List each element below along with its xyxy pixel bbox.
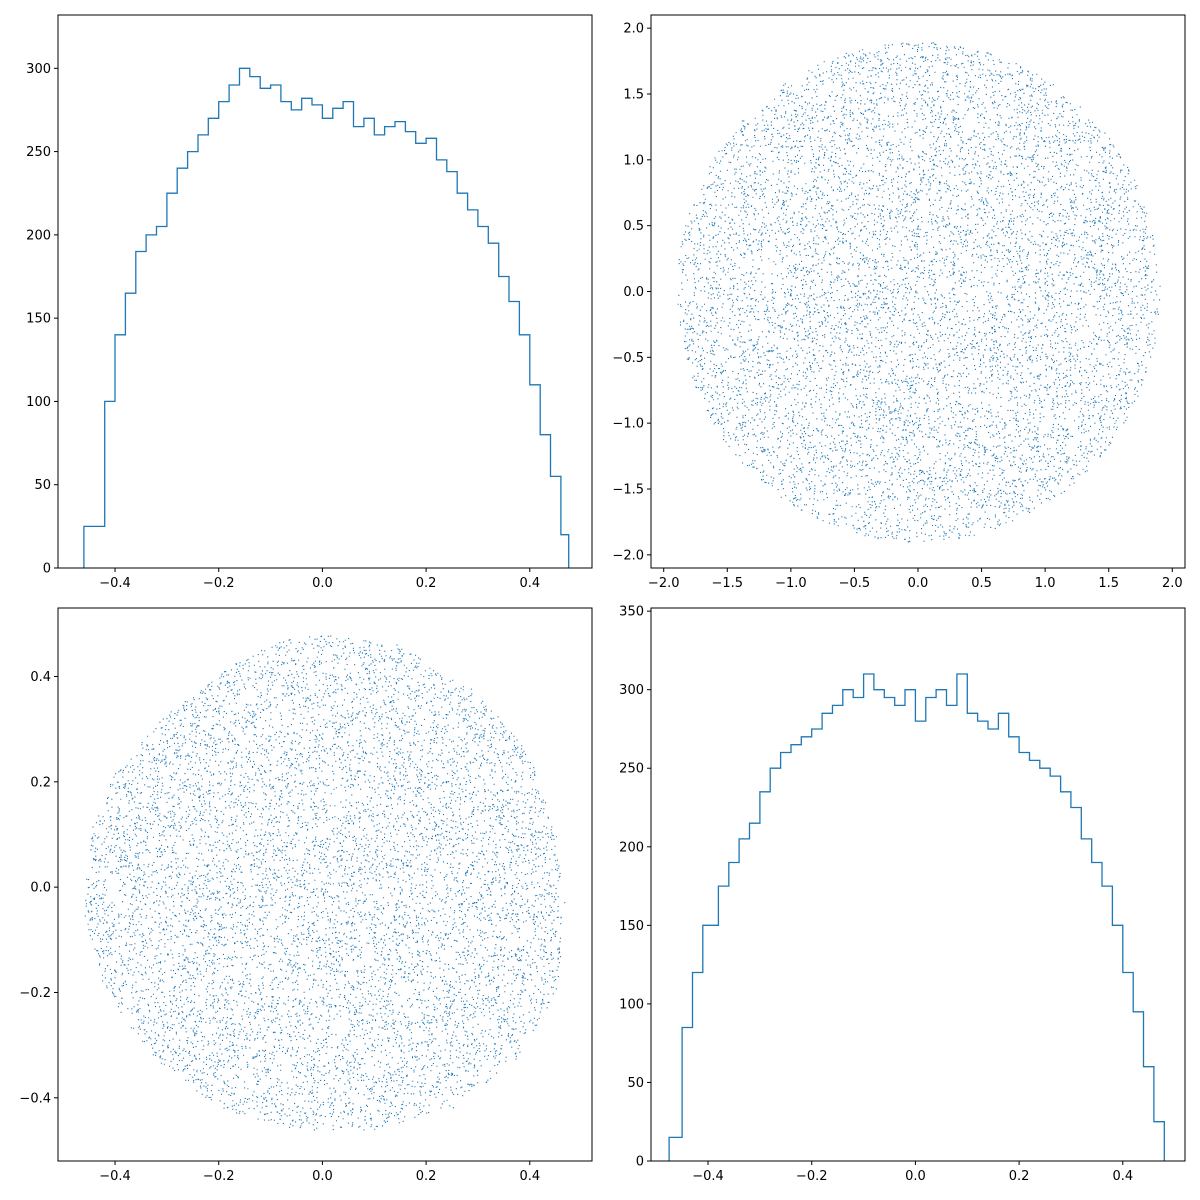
y-tick-label: 0 bbox=[43, 562, 51, 577]
y-tick-label: 200 bbox=[26, 228, 51, 243]
x-tick-label: −1.0 bbox=[775, 576, 807, 591]
y-tick-label: 150 bbox=[619, 919, 644, 934]
y-tick-label: 0.0 bbox=[30, 881, 51, 896]
x-tick-label: 2.0 bbox=[1162, 576, 1183, 591]
y-tick-label: 150 bbox=[26, 312, 51, 327]
histogram-step-line bbox=[668, 673, 1165, 1161]
y-tick-label: 100 bbox=[619, 997, 644, 1012]
y-tick-label: 0.5 bbox=[623, 219, 644, 234]
x-tick-label: 1.5 bbox=[1098, 576, 1119, 591]
scatter-points bbox=[677, 42, 1161, 543]
y-tick-label: 0.4 bbox=[30, 670, 51, 685]
x-tick-label: 0.0 bbox=[908, 576, 929, 591]
x-tick-label: 0.4 bbox=[1112, 1169, 1133, 1184]
y-tick-label: 350 bbox=[619, 605, 644, 620]
y-tick-label: −0.2 bbox=[19, 986, 51, 1001]
axes-frame bbox=[57, 14, 593, 569]
panel-bottom-right: −0.4 −0.2 0.0 0.2 0.4 0 50 100 150 200 250 300 350 bbox=[619, 605, 1186, 1184]
x-tick-label: −2.0 bbox=[648, 576, 680, 591]
y-tick-label: 100 bbox=[26, 395, 51, 410]
y-tick-label: 0.2 bbox=[30, 775, 51, 790]
x-tick-label: 0.4 bbox=[519, 576, 540, 591]
x-tick-label: 0.0 bbox=[312, 1169, 333, 1184]
panel-bottom-left: −0.4 −0.2 0.0 0.2 0.4 −0.4 −0.2 0.0 0.2 0.4 bbox=[19, 607, 593, 1184]
scatter-points bbox=[84, 635, 566, 1131]
axes-frame bbox=[57, 607, 593, 1162]
y-tick-label: −1.0 bbox=[612, 417, 644, 432]
y-tick-label: 300 bbox=[619, 683, 644, 698]
x-tick-label: 0.2 bbox=[1009, 1169, 1030, 1184]
x-tick-label: 0.4 bbox=[519, 1169, 540, 1184]
histogram-step-line bbox=[83, 67, 570, 568]
x-tick-label: −0.2 bbox=[203, 576, 235, 591]
y-tick-label: −1.5 bbox=[612, 483, 644, 498]
y-tick-label: 200 bbox=[619, 840, 644, 855]
panel-top-left: −0.4 −0.2 0.0 0.2 0.4 0 50 100 150 200 250 300 bbox=[26, 14, 593, 591]
x-tick-label: −0.4 bbox=[692, 1169, 724, 1184]
panel-top-right: −2.0 −1.5 −1.0 −0.5 0.0 0.5 1.0 1.5 2.0 −2.0 −1.5 −… bbox=[612, 14, 1186, 591]
x-tick-label: −0.5 bbox=[839, 576, 871, 591]
x-tick-label: 0.5 bbox=[971, 576, 992, 591]
x-tick-label: −0.4 bbox=[99, 576, 131, 591]
y-tick-label: 50 bbox=[34, 478, 51, 493]
y-tick-label: 250 bbox=[619, 762, 644, 777]
x-tick-label: −1.5 bbox=[711, 576, 743, 591]
y-tick-label: −2.0 bbox=[612, 548, 644, 563]
y-tick-label: 50 bbox=[627, 1076, 644, 1091]
y-tick-label: 250 bbox=[26, 145, 51, 160]
axes-frame bbox=[650, 607, 1186, 1162]
y-tick-label: −0.4 bbox=[19, 1091, 51, 1106]
x-tick-label: −0.4 bbox=[99, 1169, 131, 1184]
x-tick-label: 0.2 bbox=[416, 576, 437, 591]
y-tick-label: 300 bbox=[26, 62, 51, 77]
y-tick-label: 2.0 bbox=[623, 22, 644, 37]
y-tick-label: 1.5 bbox=[623, 88, 644, 103]
x-tick-label: 0.0 bbox=[312, 576, 333, 591]
y-tick-label: 1.0 bbox=[623, 153, 644, 168]
y-tick-label: 0.0 bbox=[623, 285, 644, 300]
x-tick-label: 1.0 bbox=[1035, 576, 1056, 591]
x-tick-label: −0.2 bbox=[203, 1169, 235, 1184]
x-tick-label: 0.0 bbox=[905, 1169, 926, 1184]
y-tick-label: 0 bbox=[636, 1155, 644, 1170]
x-tick-label: 0.2 bbox=[416, 1169, 437, 1184]
x-tick-label: −0.2 bbox=[796, 1169, 828, 1184]
y-tick-label: −0.5 bbox=[612, 351, 644, 366]
